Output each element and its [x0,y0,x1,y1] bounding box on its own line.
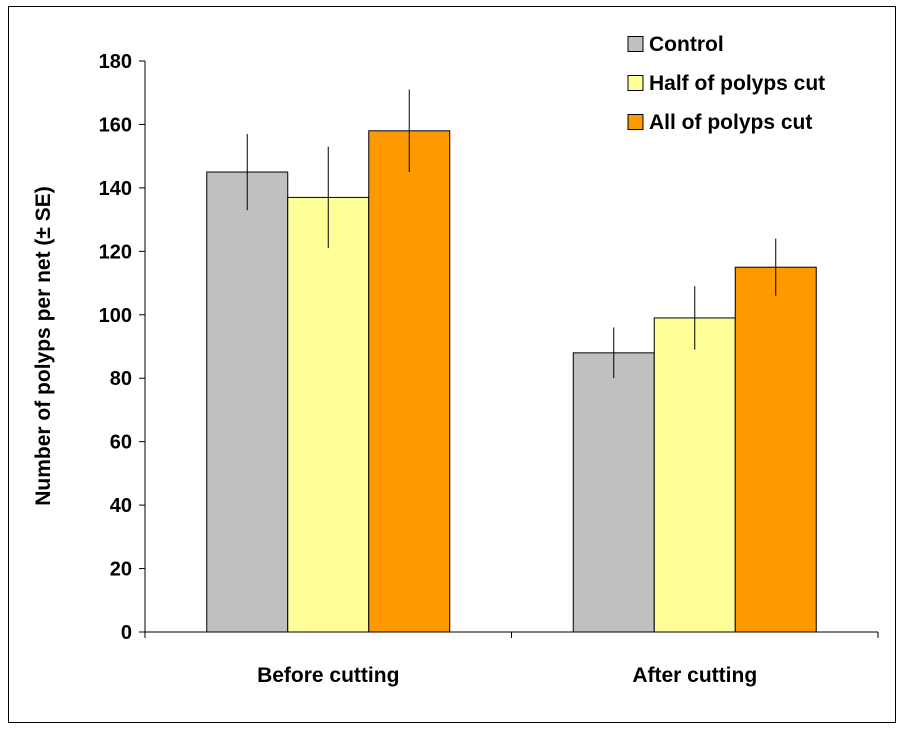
y-ticks: 0 20 40 60 80 100 120 140 160 180 [99,51,145,644]
y-tick-label: 140 [99,178,132,200]
y-axis-title: Number of polyps per net (± SE) [32,186,55,506]
x-category-label: Before cutting [257,664,399,687]
y-tick-label: 120 [99,241,132,263]
y-tick-label: 60 [110,432,132,454]
bar [734,266,817,633]
error-bars [246,89,777,379]
y-tick-label: 20 [110,559,132,581]
legend-swatch [627,75,644,91]
legend-swatch [627,36,644,52]
y-tick-label: 0 [121,622,132,644]
y-tick-label: 80 [110,368,132,390]
legend: Control Half of polyps cut All of polyps c… [627,33,825,134]
y-tick-label: 160 [99,114,132,136]
legend-label: All of polyps cut [649,111,812,134]
y-tick-label: 180 [99,51,132,73]
y-tick-label: 40 [110,495,132,517]
bar [287,196,370,633]
x-categories: Before cutting After cutting [257,664,757,687]
bar [572,352,655,633]
y-tick-label: 100 [99,305,132,327]
bars [206,130,817,633]
bar [368,130,451,633]
legend-label: Half of polyps cut [649,72,825,95]
legend-label: Control [649,33,724,56]
x-category-label: After cutting [632,664,757,687]
legend-swatch [627,114,644,130]
bar [653,317,736,633]
bar [206,171,289,633]
